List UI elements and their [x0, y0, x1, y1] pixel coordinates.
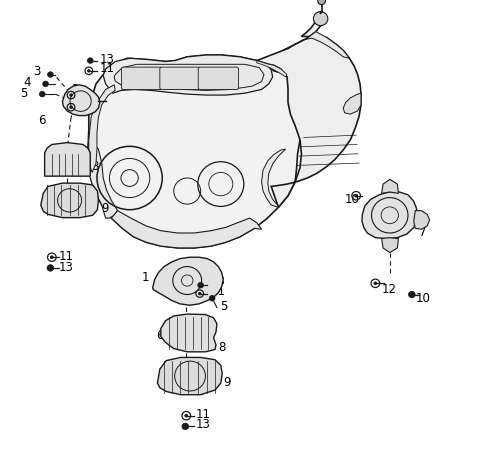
Polygon shape — [257, 12, 361, 207]
Circle shape — [198, 282, 204, 288]
Text: 4: 4 — [23, 75, 31, 89]
Polygon shape — [41, 183, 98, 218]
Circle shape — [198, 292, 201, 295]
Text: 5: 5 — [20, 87, 27, 100]
Polygon shape — [157, 357, 222, 395]
Text: 3: 3 — [34, 65, 41, 78]
Text: 2: 2 — [71, 83, 79, 96]
Text: 6: 6 — [156, 329, 164, 342]
Circle shape — [355, 194, 358, 197]
Text: 9: 9 — [223, 376, 231, 389]
Text: 13: 13 — [100, 53, 115, 66]
Text: 9: 9 — [101, 202, 108, 215]
Text: 8: 8 — [91, 160, 98, 173]
Circle shape — [182, 423, 189, 430]
Text: 11: 11 — [196, 408, 211, 421]
Text: 12: 12 — [382, 283, 396, 296]
Polygon shape — [89, 85, 115, 172]
Text: 13: 13 — [196, 418, 211, 432]
Circle shape — [87, 58, 93, 63]
Circle shape — [408, 291, 415, 298]
Circle shape — [47, 265, 54, 271]
Circle shape — [43, 81, 48, 87]
Text: 11: 11 — [100, 62, 115, 75]
Polygon shape — [114, 64, 264, 90]
Text: 6: 6 — [38, 114, 46, 127]
Polygon shape — [262, 149, 286, 207]
Circle shape — [318, 0, 325, 5]
Text: 5: 5 — [220, 300, 227, 313]
Circle shape — [185, 414, 188, 417]
Polygon shape — [362, 192, 417, 239]
Circle shape — [87, 69, 90, 72]
Circle shape — [209, 295, 215, 301]
Circle shape — [70, 106, 72, 109]
Polygon shape — [161, 314, 217, 352]
Polygon shape — [111, 211, 262, 248]
Polygon shape — [382, 238, 398, 253]
Polygon shape — [343, 93, 361, 114]
Text: 11: 11 — [210, 285, 225, 298]
Polygon shape — [153, 257, 223, 305]
Circle shape — [374, 282, 377, 285]
FancyBboxPatch shape — [198, 67, 239, 89]
Circle shape — [313, 12, 328, 26]
FancyBboxPatch shape — [121, 67, 162, 89]
Polygon shape — [88, 140, 118, 218]
Polygon shape — [382, 179, 398, 193]
Polygon shape — [45, 143, 90, 176]
Text: 8: 8 — [218, 341, 226, 354]
Text: 10: 10 — [415, 292, 430, 305]
Text: 1: 1 — [142, 271, 149, 284]
Circle shape — [50, 256, 53, 259]
FancyBboxPatch shape — [160, 67, 200, 89]
Circle shape — [39, 91, 45, 97]
Text: 10: 10 — [345, 193, 360, 206]
Polygon shape — [414, 211, 430, 229]
Polygon shape — [62, 85, 100, 116]
Polygon shape — [283, 32, 349, 58]
Polygon shape — [103, 55, 273, 95]
Text: 13: 13 — [59, 260, 73, 274]
Circle shape — [70, 94, 72, 96]
Circle shape — [48, 72, 53, 77]
Text: 7: 7 — [419, 226, 426, 239]
Polygon shape — [257, 61, 287, 77]
Text: 11: 11 — [59, 250, 73, 263]
Polygon shape — [88, 55, 311, 248]
Text: 13: 13 — [210, 275, 225, 288]
